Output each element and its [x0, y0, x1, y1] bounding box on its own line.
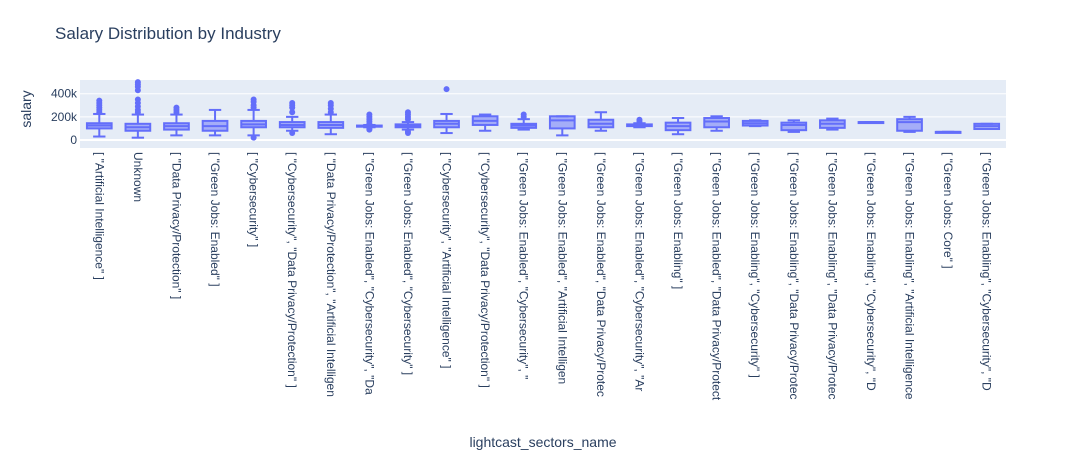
outlier-point — [366, 111, 373, 118]
x-tick-label: [ "Green Jobs: Enabling" ] — [671, 152, 685, 289]
outlier-point — [636, 116, 643, 123]
x-tick-label: [ "Green Jobs: Enabled", "Cybersecurity"… — [362, 152, 376, 395]
y-tick-labels: 0 200k 400k — [51, 87, 78, 147]
y-tick-label: 400k — [51, 87, 78, 101]
x-tick-label: [ "Green Jobs: Enabling", "Artificial In… — [903, 152, 917, 400]
box-8[interactable] — [356, 111, 383, 133]
x-tick-label: [ "Green Jobs: Core" ] — [941, 152, 955, 269]
x-tick-label: [ "Data Privacy/Protection", "Artificial… — [324, 152, 338, 397]
box-14[interactable] — [587, 111, 615, 132]
outlier-point — [289, 99, 296, 106]
outlier-point — [134, 79, 141, 86]
outlier-point — [520, 111, 527, 118]
box-22[interactable] — [896, 115, 923, 133]
x-tick-label: [ "Cybersecurity" ] — [247, 152, 261, 247]
x-tick-label: [ "Data Privacy/Protection" ] — [169, 152, 183, 299]
box-20[interactable] — [819, 117, 846, 131]
box-24[interactable] — [973, 122, 1001, 131]
outlier-point — [96, 97, 103, 104]
x-tick-label: [ "Green Jobs: Enabling", "Cybersecurity… — [864, 152, 878, 391]
outlier-point — [404, 109, 411, 116]
x-tick-label: [ "Cybersecurity", "Artificial Intellige… — [440, 152, 454, 368]
x-tick-label: [ "Green Jobs: Enabled", "Cybersecurity"… — [401, 152, 415, 375]
plot-area — [80, 80, 1006, 148]
y-tick-label: 0 — [70, 133, 77, 147]
x-tick-label: [ "Green Jobs: Enabled", "Artificial Int… — [555, 152, 569, 384]
outlier-point — [134, 96, 141, 103]
box-6[interactable] — [278, 99, 306, 137]
x-tick-label: [ "Cybersecurity", "Data Privacy/Protect… — [478, 152, 492, 388]
box-3[interactable] — [163, 104, 190, 137]
y-axis-title: salary — [18, 90, 34, 127]
box-10[interactable] — [433, 86, 460, 135]
outlier-point — [289, 109, 296, 116]
x-tick-label: [ "Green Jobs: Enabling", "Data Privacy/… — [825, 152, 839, 400]
outlier-point — [404, 128, 411, 135]
x-tick-label: [ "Green Jobs: Enabling", "Data Privacy/… — [787, 152, 801, 400]
box-5[interactable] — [240, 96, 267, 141]
box-16[interactable] — [664, 117, 692, 136]
x-tick-label: Unknown — [131, 152, 145, 202]
iqr-box — [896, 118, 923, 132]
outlier-point — [289, 130, 296, 137]
x-tick-label: [ "Green Jobs: Enabled", "Cybersecurity"… — [632, 152, 646, 391]
x-tick-label: [ "Green Jobs: Enabled", "Cybersecurity"… — [517, 152, 531, 379]
x-tick-label: [ "Green Jobs: Enabled", "Data Privacy/P… — [710, 152, 724, 401]
outlier-point — [366, 125, 373, 132]
box-13[interactable] — [548, 115, 576, 137]
outlier-point — [250, 134, 257, 141]
grid-lines — [80, 93, 1006, 141]
y-tick-label: 200k — [51, 110, 78, 124]
x-tick-label: [ "Cybersecurity", "Data Privacy/Protect… — [285, 152, 299, 388]
box-23[interactable] — [934, 130, 962, 134]
x-tick-label: [ "Green Jobs: Enabling", "Cybersecurity… — [748, 152, 762, 378]
box-2[interactable] — [124, 79, 152, 139]
box-7[interactable] — [317, 99, 345, 136]
outlier-point — [327, 99, 334, 106]
x-tick-label: [ "Green Jobs: Enabled" ] — [208, 152, 222, 287]
outlier-point — [443, 86, 450, 93]
x-tick-labels: [ "Artificial Intelligence" ] Unknown [ "D… — [92, 152, 993, 401]
box-1[interactable] — [85, 97, 113, 138]
box-17[interactable] — [703, 115, 730, 132]
box-12[interactable] — [510, 111, 538, 131]
x-tick-label: [ "Artificial Intelligence" ] — [92, 152, 106, 280]
x-tick-label: [ "Green Jobs: Enabled", "Data Privacy/P… — [594, 152, 608, 397]
box-18[interactable] — [741, 119, 769, 128]
box-15[interactable] — [626, 116, 653, 129]
x-axis-title: lightcast_sectors_name — [469, 434, 616, 450]
box-21[interactable] — [857, 121, 885, 125]
box-4[interactable] — [201, 108, 229, 137]
outlier-point — [250, 96, 257, 103]
chart-title: Salary Distribution by Industry — [55, 24, 281, 43]
x-tick-label: [ "Green Jobs: Enabling", "Cybersecurity… — [980, 152, 994, 391]
box-11[interactable] — [471, 113, 499, 132]
box-9[interactable] — [394, 109, 422, 137]
outlier-point — [173, 104, 180, 111]
iqr-box — [780, 121, 808, 132]
iqr-box — [703, 117, 730, 129]
boxes[interactable] — [85, 79, 1001, 141]
iqr-box — [548, 115, 576, 130]
box-19[interactable] — [780, 119, 808, 133]
